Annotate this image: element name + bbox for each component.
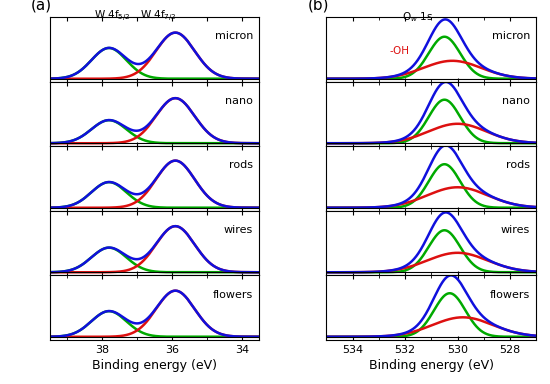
X-axis label: Binding energy (eV): Binding energy (eV) [92, 359, 217, 372]
Text: flowers: flowers [490, 290, 530, 300]
Text: W 4f$_{5/2}$: W 4f$_{5/2}$ [94, 8, 131, 24]
Text: wires: wires [500, 225, 530, 235]
Text: (b): (b) [307, 0, 329, 12]
X-axis label: Binding energy (eV): Binding energy (eV) [369, 359, 494, 372]
Text: wires: wires [224, 225, 253, 235]
Text: W 4f$_{7/2}$: W 4f$_{7/2}$ [140, 8, 177, 24]
Text: (a): (a) [31, 0, 52, 12]
Text: micron: micron [492, 31, 530, 41]
Text: flowers: flowers [213, 290, 253, 300]
Text: nano: nano [225, 96, 253, 106]
Text: nano: nano [502, 96, 530, 106]
Text: micron: micron [214, 31, 253, 41]
Text: rods: rods [506, 161, 530, 170]
Text: rods: rods [229, 161, 253, 170]
Text: O$_w$ 1s: O$_w$ 1s [402, 10, 433, 24]
Text: -OH: -OH [389, 46, 409, 56]
